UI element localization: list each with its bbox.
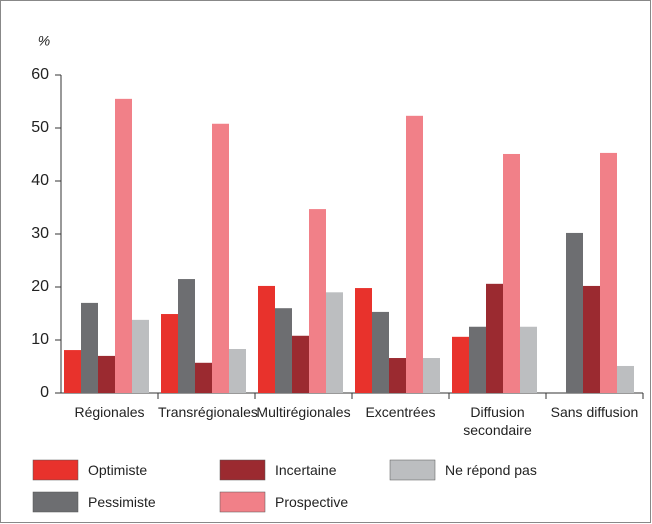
bar xyxy=(583,285,600,393)
y-tick-label: 10 xyxy=(31,331,49,348)
bar xyxy=(406,115,423,393)
legend-swatch xyxy=(389,459,436,481)
x-tick-label: Sans diffusion xyxy=(550,404,639,420)
bar xyxy=(98,355,115,393)
bar xyxy=(372,311,389,393)
legend-swatch xyxy=(32,491,79,513)
legend-label: Incertaine xyxy=(275,462,337,478)
x-tick-label: Régionales xyxy=(74,404,145,420)
bar xyxy=(452,336,469,393)
y-tick-label: 20 xyxy=(31,278,49,295)
bar xyxy=(275,308,292,393)
y-tick-label: 60 xyxy=(31,66,49,83)
legend-label: Prospective xyxy=(275,494,349,510)
legend-label: Pessimiste xyxy=(88,494,156,510)
bar xyxy=(486,283,503,393)
bar xyxy=(212,123,229,393)
bar xyxy=(520,326,537,393)
bar xyxy=(132,319,149,393)
bar xyxy=(423,358,440,393)
legend-swatch xyxy=(32,459,79,481)
y-tick-label: 30 xyxy=(31,225,49,242)
bar xyxy=(64,350,81,393)
bar xyxy=(309,209,326,393)
bar xyxy=(178,279,195,393)
legend-label: Ne répond pas xyxy=(445,462,537,478)
y-axis-label: % xyxy=(38,33,50,49)
legend-swatch xyxy=(219,491,266,513)
bar xyxy=(195,362,212,393)
bar xyxy=(503,153,520,393)
legend-swatch xyxy=(219,459,266,481)
bar xyxy=(292,335,309,393)
bar xyxy=(469,326,486,393)
bar xyxy=(229,349,246,393)
bar xyxy=(600,152,617,393)
bar xyxy=(326,292,343,393)
x-tick-label: Transrégionales xyxy=(158,404,258,420)
bar xyxy=(161,314,178,393)
x-tick-label: Multirégionales xyxy=(256,404,351,420)
bar xyxy=(258,285,275,393)
bar xyxy=(115,98,132,393)
bar xyxy=(389,358,406,393)
x-tick-label: Excentrées xyxy=(365,404,436,420)
bar xyxy=(81,302,98,393)
legend-label: Optimiste xyxy=(88,462,148,478)
bar xyxy=(617,365,634,393)
y-tick-label: 40 xyxy=(31,172,49,189)
y-tick-label: 50 xyxy=(31,119,49,136)
y-tick-label: 0 xyxy=(40,384,49,401)
x-tick-label: Diffusion secondaire xyxy=(463,404,532,438)
bar xyxy=(355,288,372,393)
bar xyxy=(566,232,583,393)
